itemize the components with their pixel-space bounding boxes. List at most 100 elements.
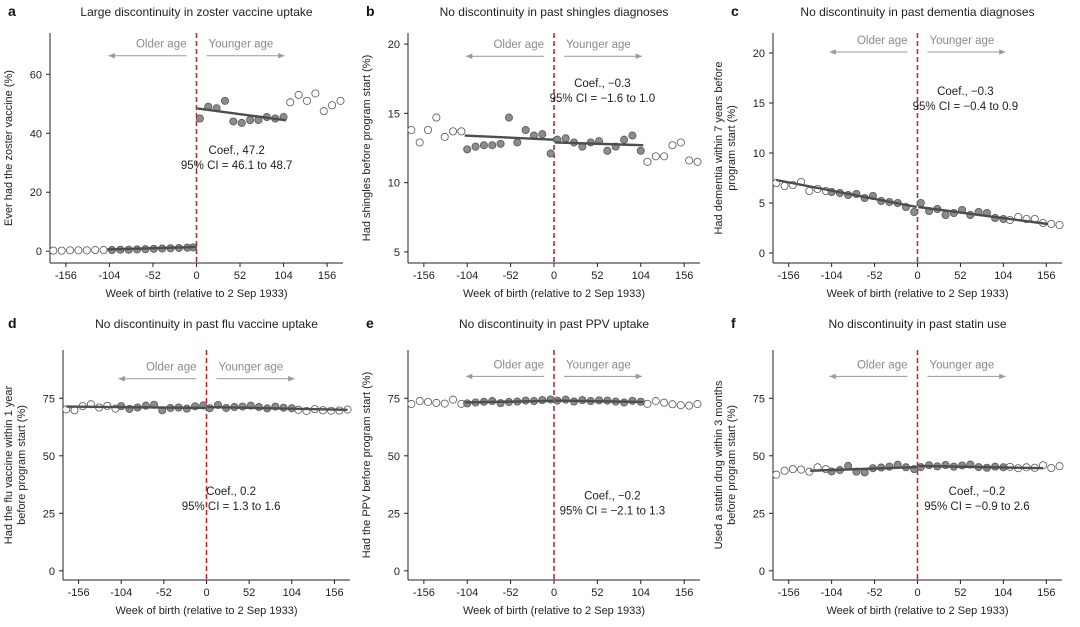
coefficient-annotation: 95% CI = −0.9 to 2.6 — [924, 501, 1030, 513]
x-tick-label: 0 — [203, 587, 209, 599]
data-point-filled — [941, 210, 950, 219]
y-tick-label: 25 — [753, 508, 765, 520]
panel-b: b No discontinuity in past shingles diagn… — [361, 3, 702, 300]
y-tick-label: 15 — [753, 98, 765, 110]
coefficient-annotation: Coef., 47.2 — [209, 145, 265, 157]
coefficient-annotation: Coef., −0.2 — [949, 486, 1006, 498]
data-point-filled — [910, 207, 919, 216]
panel-letter: b — [366, 3, 375, 19]
x-tick-label: -52 — [867, 587, 883, 599]
data-point-open — [415, 138, 424, 147]
y-tick-label: 10 — [753, 148, 765, 160]
coefficient-annotation: 95% CI = −1.6 to 1.0 — [550, 93, 656, 105]
y-axis-label: before program start (%) — [726, 405, 738, 525]
y-axis-label: program start (%) — [726, 105, 738, 191]
fit-line — [197, 107, 287, 122]
data-point-filled — [479, 141, 488, 150]
data-point-filled — [220, 96, 229, 105]
panel-letter: f — [731, 315, 736, 331]
fit-line — [918, 205, 1049, 226]
x-tick-label: 104 — [632, 270, 650, 282]
data-point-filled — [513, 138, 522, 147]
panel-e: e No discontinuity in past PPV uptake -156… — [361, 315, 702, 617]
x-tick-label: 0 — [914, 270, 920, 282]
x-tick-label: -104 — [821, 587, 843, 599]
x-tick-label: -156 — [778, 270, 800, 282]
x-tick-label: -156 — [55, 270, 77, 282]
x-tick-label: -104 — [821, 270, 843, 282]
data-point-open — [1047, 463, 1056, 472]
data-point-filled — [561, 134, 570, 143]
x-tick-label: 104 — [274, 270, 292, 282]
fit-line — [464, 399, 554, 404]
data-point-open — [407, 125, 416, 134]
fit-line — [207, 405, 348, 411]
older-age-label: Older age — [493, 359, 544, 371]
y-tick-label: 15 — [388, 108, 400, 120]
data-point-open — [328, 101, 337, 110]
panel-letter: c — [731, 3, 739, 19]
panel-letter: d — [8, 315, 17, 331]
older-age-label: Older age — [857, 359, 908, 371]
data-point-open — [74, 246, 83, 255]
data-point-open — [772, 470, 781, 479]
x-axis-label: Week of birth (relative to 2 Sep 1933) — [826, 288, 1008, 300]
y-tick-label: 40 — [30, 128, 42, 140]
coefficient-annotation: 95% CI = −2.1 to 1.3 — [560, 506, 666, 518]
data-point-open — [407, 400, 416, 409]
x-tick-label: 52 — [591, 270, 603, 282]
coefficient-annotation: Coef., −0.2 — [584, 491, 641, 503]
data-point-filled — [463, 145, 472, 154]
data-point-open — [415, 397, 424, 406]
y-tick-label: 20 — [753, 48, 765, 60]
data-point-open — [693, 157, 702, 166]
data-point-open — [668, 400, 677, 409]
data-point-open — [660, 152, 669, 161]
y-axis-label: Ever had the zoster vaccine (%) — [3, 70, 15, 226]
panel-letter: a — [8, 3, 16, 19]
x-tick-label: -156 — [413, 587, 435, 599]
data-point-filled — [538, 130, 547, 139]
coefficient-annotation: 95% CI = 46.1 to 48.7 — [181, 160, 293, 172]
x-tick-label: 156 — [1037, 270, 1055, 282]
data-point-open — [57, 246, 66, 255]
panel-d: d No discontinuity in past flu vaccine up… — [3, 315, 352, 617]
older-age-label: Older age — [146, 362, 197, 374]
data-point-open — [449, 395, 458, 404]
y-tick-label: 20 — [388, 39, 400, 51]
y-tick-label: 0 — [394, 566, 400, 578]
data-point-open — [1047, 219, 1056, 228]
data-point-open — [1055, 462, 1064, 471]
panel-c: c No discontinuity in past dementia diagn… — [713, 3, 1064, 300]
y-tick-label: 75 — [753, 393, 765, 405]
y-tick-label: 0 — [49, 566, 55, 578]
x-tick-label: 52 — [243, 587, 255, 599]
y-axis-label: Used a statin drug within 3 months — [713, 380, 725, 549]
data-point-filled — [636, 146, 645, 155]
data-point-open — [805, 186, 814, 195]
data-point-open — [643, 399, 652, 408]
y-axis-label: Had the PPV before program start (%) — [361, 372, 373, 558]
x-tick-label: 52 — [234, 270, 246, 282]
y-tick-label: 10 — [388, 178, 400, 190]
younger-age-label: Younger age — [566, 359, 631, 371]
data-point-filled — [229, 117, 238, 126]
x-tick-label: 104 — [283, 587, 301, 599]
x-tick-label: 156 — [318, 270, 336, 282]
chart-title: No discontinuity in past dementia diagno… — [800, 5, 1034, 19]
data-point-filled — [521, 125, 530, 134]
data-point-open — [788, 465, 797, 474]
data-point-open — [676, 401, 685, 410]
data-point-open — [66, 246, 75, 255]
data-point-open — [693, 400, 702, 409]
data-point-open — [457, 127, 466, 136]
coefficient-annotation: 95% CI = 1.3 to 1.6 — [182, 501, 281, 513]
data-point-open — [303, 96, 312, 105]
y-tick-label: 0 — [759, 248, 765, 260]
x-tick-label: 0 — [551, 587, 557, 599]
x-tick-label: -104 — [456, 587, 478, 599]
data-point-filled — [620, 135, 629, 144]
data-point-open — [286, 98, 295, 107]
younger-age-label: Younger age — [219, 362, 284, 374]
